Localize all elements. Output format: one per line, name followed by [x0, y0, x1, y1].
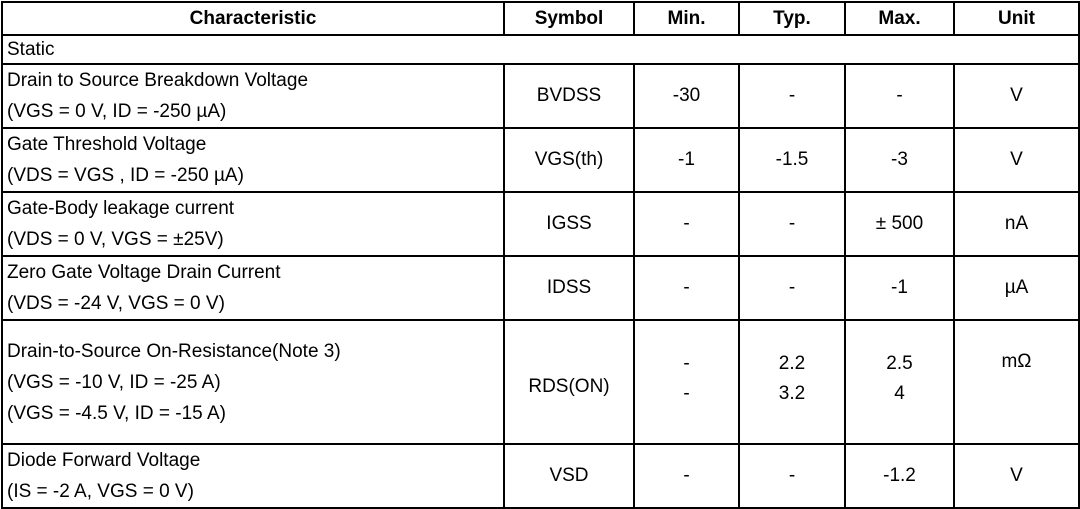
unit-cell: V: [953, 443, 1080, 509]
symbol-cell: VGS(th): [503, 127, 635, 193]
table-row: Gate Threshold Voltage (VDS = VGS , ID = …: [1, 127, 1080, 193]
unit-cell: V: [953, 63, 1080, 129]
characteristic-condition: (IS = -2 A, VGS = 0 V): [7, 481, 194, 502]
min-cell: -30: [633, 63, 740, 129]
header-characteristic: Characteristic: [1, 1, 505, 36]
header-symbol: Symbol: [503, 1, 635, 36]
characteristic-condition: (VGS = -4.5 V, ID = -15 A): [7, 402, 226, 424]
max-cell: -1.2: [844, 443, 955, 509]
typ-cell: -: [738, 63, 846, 129]
characteristic-name: Diode Forward Voltage: [7, 450, 201, 471]
typ-cell: -: [738, 443, 846, 509]
unit-cell: µA: [953, 255, 1080, 321]
symbol-cell: BVDSS: [503, 63, 635, 129]
min-cell: -: [633, 255, 740, 321]
characteristic-name: Zero Gate Voltage Drain Current: [7, 262, 281, 283]
characteristic-condition: (VGS = -10 V, ID = -25 A): [7, 371, 221, 393]
max-cell: 2.5 4: [844, 319, 955, 445]
section-label: Static: [1, 34, 1080, 65]
header-unit: Unit: [953, 1, 1080, 36]
header-row: Characteristic Symbol Min. Typ. Max. Uni…: [1, 1, 1080, 36]
characteristic-name: Gate Threshold Voltage: [7, 134, 207, 155]
characteristic-name: Drain to Source Breakdown Voltage: [7, 70, 309, 91]
header-max: Max.: [844, 1, 955, 36]
typ-cell: -: [738, 191, 846, 257]
min-cell: -: [633, 443, 740, 509]
table-row: Diode Forward Voltage (IS = -2 A, VGS = 0…: [1, 443, 1080, 509]
table-row: Zero Gate Voltage Drain Current (VDS = -2…: [1, 255, 1080, 321]
characteristic-cell: Diode Forward Voltage (IS = -2 A, VGS = 0…: [1, 443, 505, 509]
max-value: 4: [894, 383, 905, 404]
min-value: -: [683, 353, 690, 374]
header-typ: Typ.: [738, 1, 846, 36]
typ-value: 2.2: [778, 353, 806, 374]
max-cell: -3: [844, 127, 955, 193]
unit-cell: V: [953, 127, 1080, 193]
characteristic-condition: (VGS = 0 V, ID = -250 µA): [7, 101, 227, 122]
symbol-cell: RDS(ON): [503, 319, 635, 445]
symbol-cell: VSD: [503, 443, 635, 509]
symbol-cell: IDSS: [503, 255, 635, 321]
characteristic-condition: (VDS = -24 V, VGS = 0 V): [7, 293, 225, 314]
characteristic-cell: Gate Threshold Voltage (VDS = VGS , ID = …: [1, 127, 505, 193]
typ-cell: -1.5: [738, 127, 846, 193]
min-cell: -1: [633, 127, 740, 193]
section-row: Static: [1, 34, 1080, 65]
characteristic-name: Gate-Body leakage current: [7, 198, 235, 219]
max-cell: ± 500: [844, 191, 955, 257]
header-min: Min.: [633, 1, 740, 36]
unit-cell: mΩ: [953, 319, 1080, 445]
max-value: 2.5: [886, 353, 913, 374]
table-row: Gate-Body leakage current (VDS = 0 V, VGS…: [1, 191, 1080, 257]
characteristic-condition: (VDS = VGS , ID = -250 µA): [7, 165, 244, 186]
max-cell: -: [844, 63, 955, 129]
typ-cell: 2.2 3.2: [738, 319, 846, 445]
characteristic-cell: Zero Gate Voltage Drain Current (VDS = -2…: [1, 255, 505, 321]
characteristic-cell: Drain-to-Source On-Resistance(Note 3) (VG…: [1, 319, 505, 445]
min-value: -: [683, 383, 690, 404]
unit-cell: nA: [953, 191, 1080, 257]
characteristic-name: Drain-to-Source On-Resistance(Note 3): [7, 340, 341, 362]
characteristic-condition: (VDS = 0 V, VGS = ±25V): [7, 229, 224, 250]
table-row-rds-on: Drain-to-Source On-Resistance(Note 3) (VG…: [1, 319, 1080, 445]
table-row: Drain to Source Breakdown Voltage (VGS = …: [1, 63, 1080, 129]
max-cell: -1: [844, 255, 955, 321]
characteristic-cell: Drain to Source Breakdown Voltage (VGS = …: [1, 63, 505, 129]
min-cell: --: [633, 319, 740, 445]
symbol-cell: IGSS: [503, 191, 635, 257]
typ-value: 3.2: [778, 383, 806, 404]
typ-cell: -: [738, 255, 846, 321]
min-cell: -: [633, 191, 740, 257]
characteristic-cell: Gate-Body leakage current (VDS = 0 V, VGS…: [1, 191, 505, 257]
